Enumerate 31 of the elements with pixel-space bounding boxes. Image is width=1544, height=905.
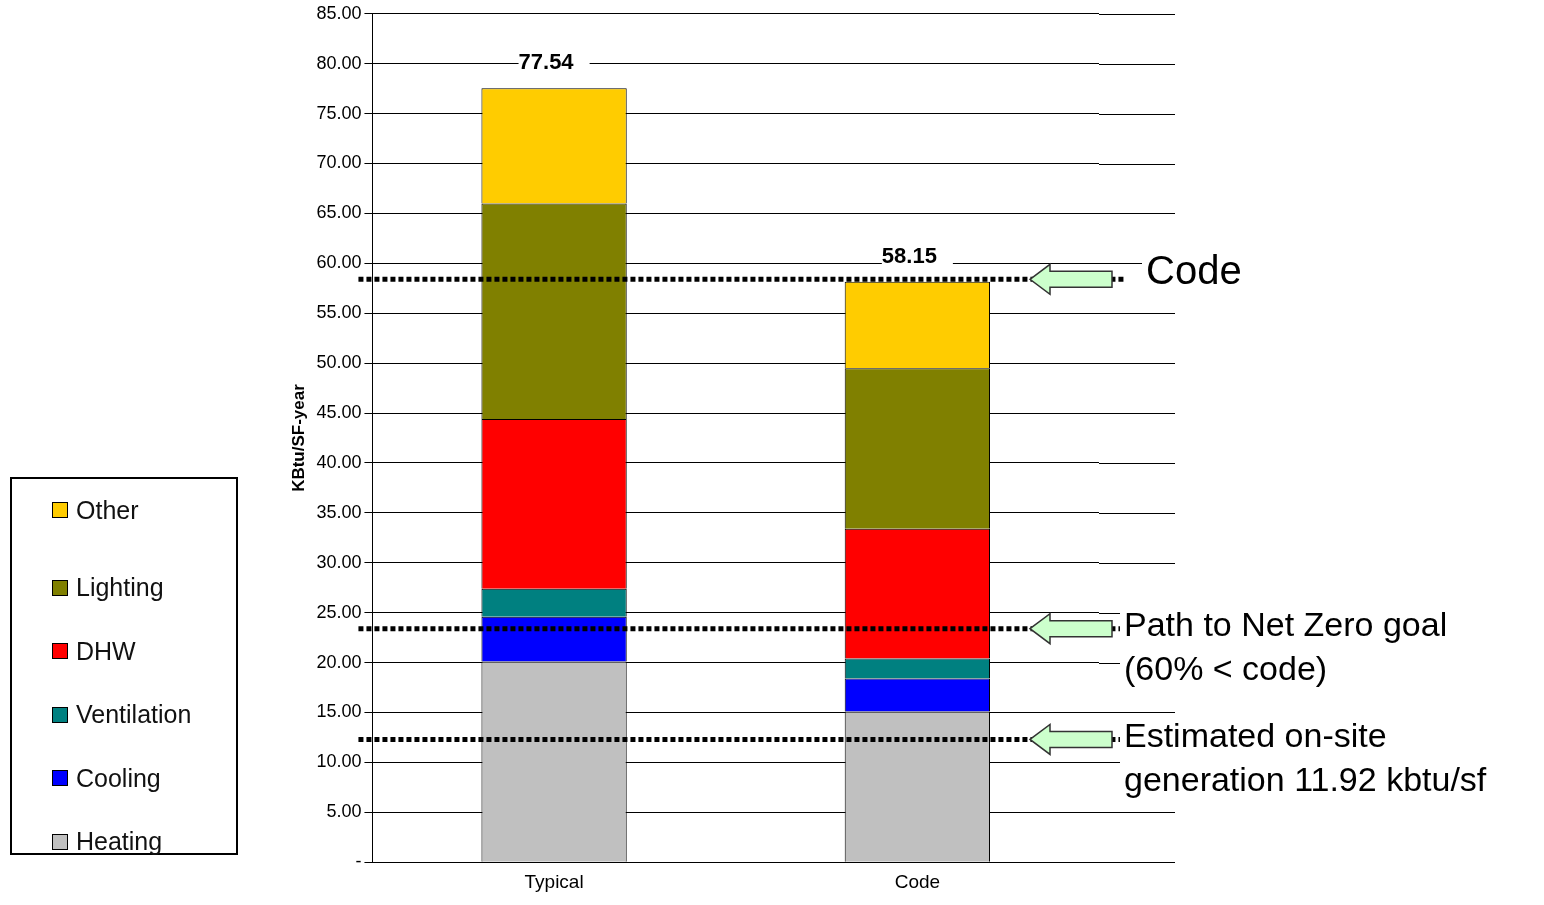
ref-line-label: Path to Net Zero goal (60% < code): [1124, 605, 1448, 688]
legend-label: DHW: [76, 636, 136, 666]
y-tick-label: 45.00: [316, 402, 362, 423]
y-tick-label: 75.00: [316, 102, 362, 123]
legend-label: Ventilation: [76, 700, 192, 730]
y-tick-label: 70.00: [316, 152, 362, 173]
y-tick-label: 20.00: [316, 651, 362, 672]
y-axis-title: KBtu/SF-year: [288, 383, 308, 492]
total-label: 77.54: [518, 49, 575, 75]
legend-label: Lighting: [76, 573, 164, 603]
y-tick-label: 30.00: [316, 551, 362, 572]
legend-label: Cooling: [76, 763, 161, 793]
y-tick-label: 25.00: [316, 601, 362, 622]
y-tick-label: 5.00: [326, 801, 362, 822]
total-label: 58.15: [881, 242, 937, 268]
y-tick-label: 15.00: [316, 701, 362, 722]
y-tick-label: 10.00: [316, 751, 362, 772]
y-tick-label: 60.00: [316, 252, 362, 273]
legend-label: Heating: [76, 827, 163, 857]
ref-line-label: Code: [1146, 248, 1242, 293]
x-tick-label: Typical: [524, 870, 584, 892]
y-tick-label: 55.00: [316, 302, 362, 323]
y-tick-label: 80.00: [316, 52, 362, 73]
y-tick-label: 85.00: [316, 2, 362, 23]
y-tick-label: 65.00: [316, 202, 362, 223]
legend-label: Other: [76, 495, 139, 525]
y-tick-label: -: [355, 851, 362, 872]
y-tick-label: 50.00: [316, 352, 362, 373]
ref-line-label: Estimated on-site generation 11.92 kbtu/sf: [1124, 715, 1487, 798]
y-tick-label: 35.00: [316, 501, 362, 522]
y-tick-label: 40.00: [316, 451, 362, 472]
